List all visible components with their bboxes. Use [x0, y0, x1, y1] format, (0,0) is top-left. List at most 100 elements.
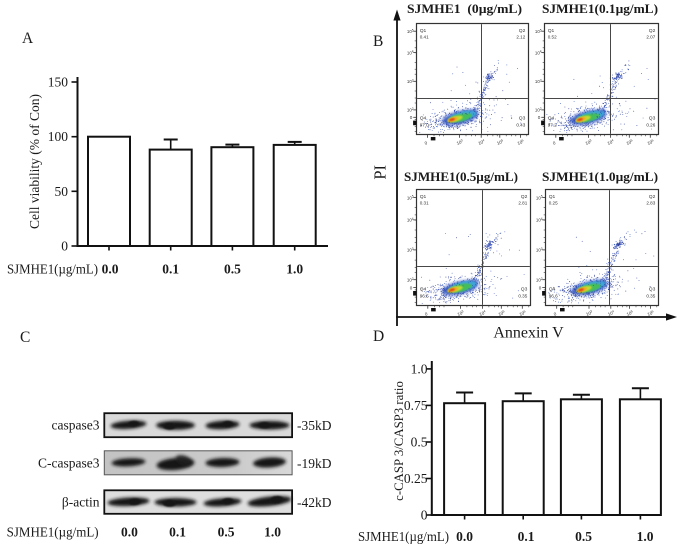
svg-text:SJMHE1(1.0µg/mL): SJMHE1(1.0µg/mL) [542, 169, 658, 184]
svg-text:Q2: Q2 [649, 194, 656, 200]
svg-text:Q3: Q3 [649, 116, 656, 122]
svg-text:Q4: Q4 [420, 287, 427, 293]
svg-text:Q4: Q4 [548, 116, 555, 122]
svg-text:1.0: 1.0 [264, 525, 281, 540]
svg-text:102: 102 [407, 277, 414, 283]
svg-text:0.0: 0.0 [102, 262, 119, 277]
svg-text:0.1: 0.1 [518, 529, 535, 544]
svg-text:-42kD: -42kD [297, 495, 332, 510]
svg-text:Q4: Q4 [549, 287, 556, 293]
svg-text:102: 102 [536, 277, 543, 283]
svg-text:SJMHE1(µg/mL): SJMHE1(µg/mL) [7, 262, 98, 277]
svg-text:0.0: 0.0 [456, 529, 473, 544]
svg-text:Q1: Q1 [420, 194, 427, 200]
svg-text:0.41: 0.41 [420, 35, 429, 40]
svg-text:SJMHE1(µg/mL): SJMHE1(µg/mL) [7, 525, 99, 540]
svg-text:106: 106 [518, 309, 526, 317]
svg-text:0.75: 0.75 [404, 398, 428, 413]
svg-text:Q4: Q4 [420, 116, 427, 122]
svg-text:0.1: 0.1 [162, 262, 179, 277]
svg-text:104: 104 [535, 50, 542, 56]
svg-text:0: 0 [539, 285, 542, 290]
svg-text:0: 0 [424, 311, 429, 317]
svg-text:2.07: 2.07 [646, 35, 655, 40]
svg-text:0: 0 [410, 285, 413, 290]
svg-text:0.5: 0.5 [224, 262, 241, 277]
svg-text:103: 103 [456, 138, 464, 146]
svg-text:104: 104 [477, 138, 485, 146]
svg-text:Cell viability (% of Con): Cell viability (% of Con) [27, 94, 42, 229]
svg-text:1.0: 1.0 [411, 361, 428, 376]
svg-text:0.26: 0.26 [646, 123, 655, 128]
svg-text:102: 102 [407, 107, 414, 113]
svg-text:0.1: 0.1 [169, 525, 186, 540]
svg-text:Q2: Q2 [521, 194, 528, 200]
svg-text:0.5: 0.5 [411, 435, 428, 450]
svg-text:96.5: 96.5 [420, 294, 429, 299]
svg-text:Q3: Q3 [649, 287, 656, 293]
svg-text:105: 105 [536, 195, 543, 201]
svg-text:106: 106 [516, 138, 524, 146]
svg-text:-19kD: -19kD [297, 456, 332, 471]
svg-text:B: B [373, 33, 383, 50]
svg-text:Annexin V: Annexin V [493, 325, 564, 342]
svg-text:103: 103 [585, 309, 593, 317]
svg-text:103: 103 [456, 309, 464, 317]
svg-text:SJMHE1(0.5µg/mL): SJMHE1(0.5µg/mL) [404, 169, 518, 184]
svg-text:Q1: Q1 [420, 28, 427, 34]
svg-text:0.5: 0.5 [575, 529, 592, 544]
svg-text:104: 104 [607, 309, 615, 317]
svg-text:2.83: 2.83 [646, 201, 655, 206]
svg-text:150: 150 [48, 75, 69, 90]
svg-text:105: 105 [407, 28, 414, 34]
svg-text:97.2: 97.2 [548, 123, 557, 128]
svg-text:50: 50 [55, 184, 69, 199]
svg-text:104: 104 [407, 50, 414, 56]
svg-text:C: C [20, 329, 30, 346]
svg-text:103: 103 [536, 247, 543, 253]
svg-text:0.35: 0.35 [646, 294, 655, 299]
svg-text:PI: PI [371, 165, 390, 180]
svg-text:SJMHE1(0.1µg/mL): SJMHE1(0.1µg/mL) [542, 1, 658, 16]
svg-text:2.81: 2.81 [518, 201, 527, 206]
svg-text:105: 105 [407, 195, 414, 201]
svg-text:0: 0 [424, 140, 429, 146]
svg-text:0: 0 [61, 239, 68, 254]
svg-text:SJMHE1(µg/mL): SJMHE1(µg/mL) [358, 529, 449, 544]
svg-text:-35kD: -35kD [297, 418, 332, 433]
svg-text:105: 105 [626, 309, 634, 317]
svg-text:0: 0 [538, 115, 541, 120]
svg-text:104: 104 [606, 138, 614, 146]
svg-text:0: 0 [421, 508, 428, 523]
svg-text:104: 104 [536, 217, 543, 223]
svg-text:0.0: 0.0 [121, 525, 138, 540]
svg-text:106: 106 [646, 309, 654, 317]
svg-text:1.0: 1.0 [637, 529, 654, 544]
svg-text:β-actin: β-actin [62, 495, 100, 510]
svg-text:Q1: Q1 [549, 194, 556, 200]
svg-text:C-caspase3: C-caspase3 [38, 456, 100, 471]
svg-text:Q2: Q2 [519, 28, 526, 34]
svg-text:103: 103 [407, 247, 414, 253]
svg-text:D: D [373, 328, 384, 345]
svg-text:2.12: 2.12 [516, 35, 525, 40]
svg-text:0: 0 [553, 311, 558, 317]
svg-text:105: 105 [497, 309, 505, 317]
svg-text:104: 104 [478, 309, 486, 317]
svg-text:1.0: 1.0 [286, 262, 303, 277]
svg-text:A: A [22, 30, 34, 47]
svg-text:104: 104 [407, 217, 414, 223]
svg-text:100: 100 [48, 129, 69, 144]
svg-text:Q3: Q3 [519, 116, 526, 122]
svg-text:0: 0 [410, 115, 413, 120]
svg-text:0.25: 0.25 [549, 201, 558, 206]
svg-text:96.6: 96.6 [549, 294, 558, 299]
svg-text:0.52: 0.52 [548, 35, 557, 40]
svg-text:0.31: 0.31 [420, 201, 429, 206]
svg-text:97.0: 97.0 [420, 123, 429, 128]
svg-text:106: 106 [646, 138, 654, 146]
svg-text:caspase3: caspase3 [52, 418, 100, 433]
svg-text:0.35: 0.35 [518, 294, 527, 299]
svg-text:102: 102 [535, 107, 542, 113]
svg-text:Q3: Q3 [521, 287, 528, 293]
